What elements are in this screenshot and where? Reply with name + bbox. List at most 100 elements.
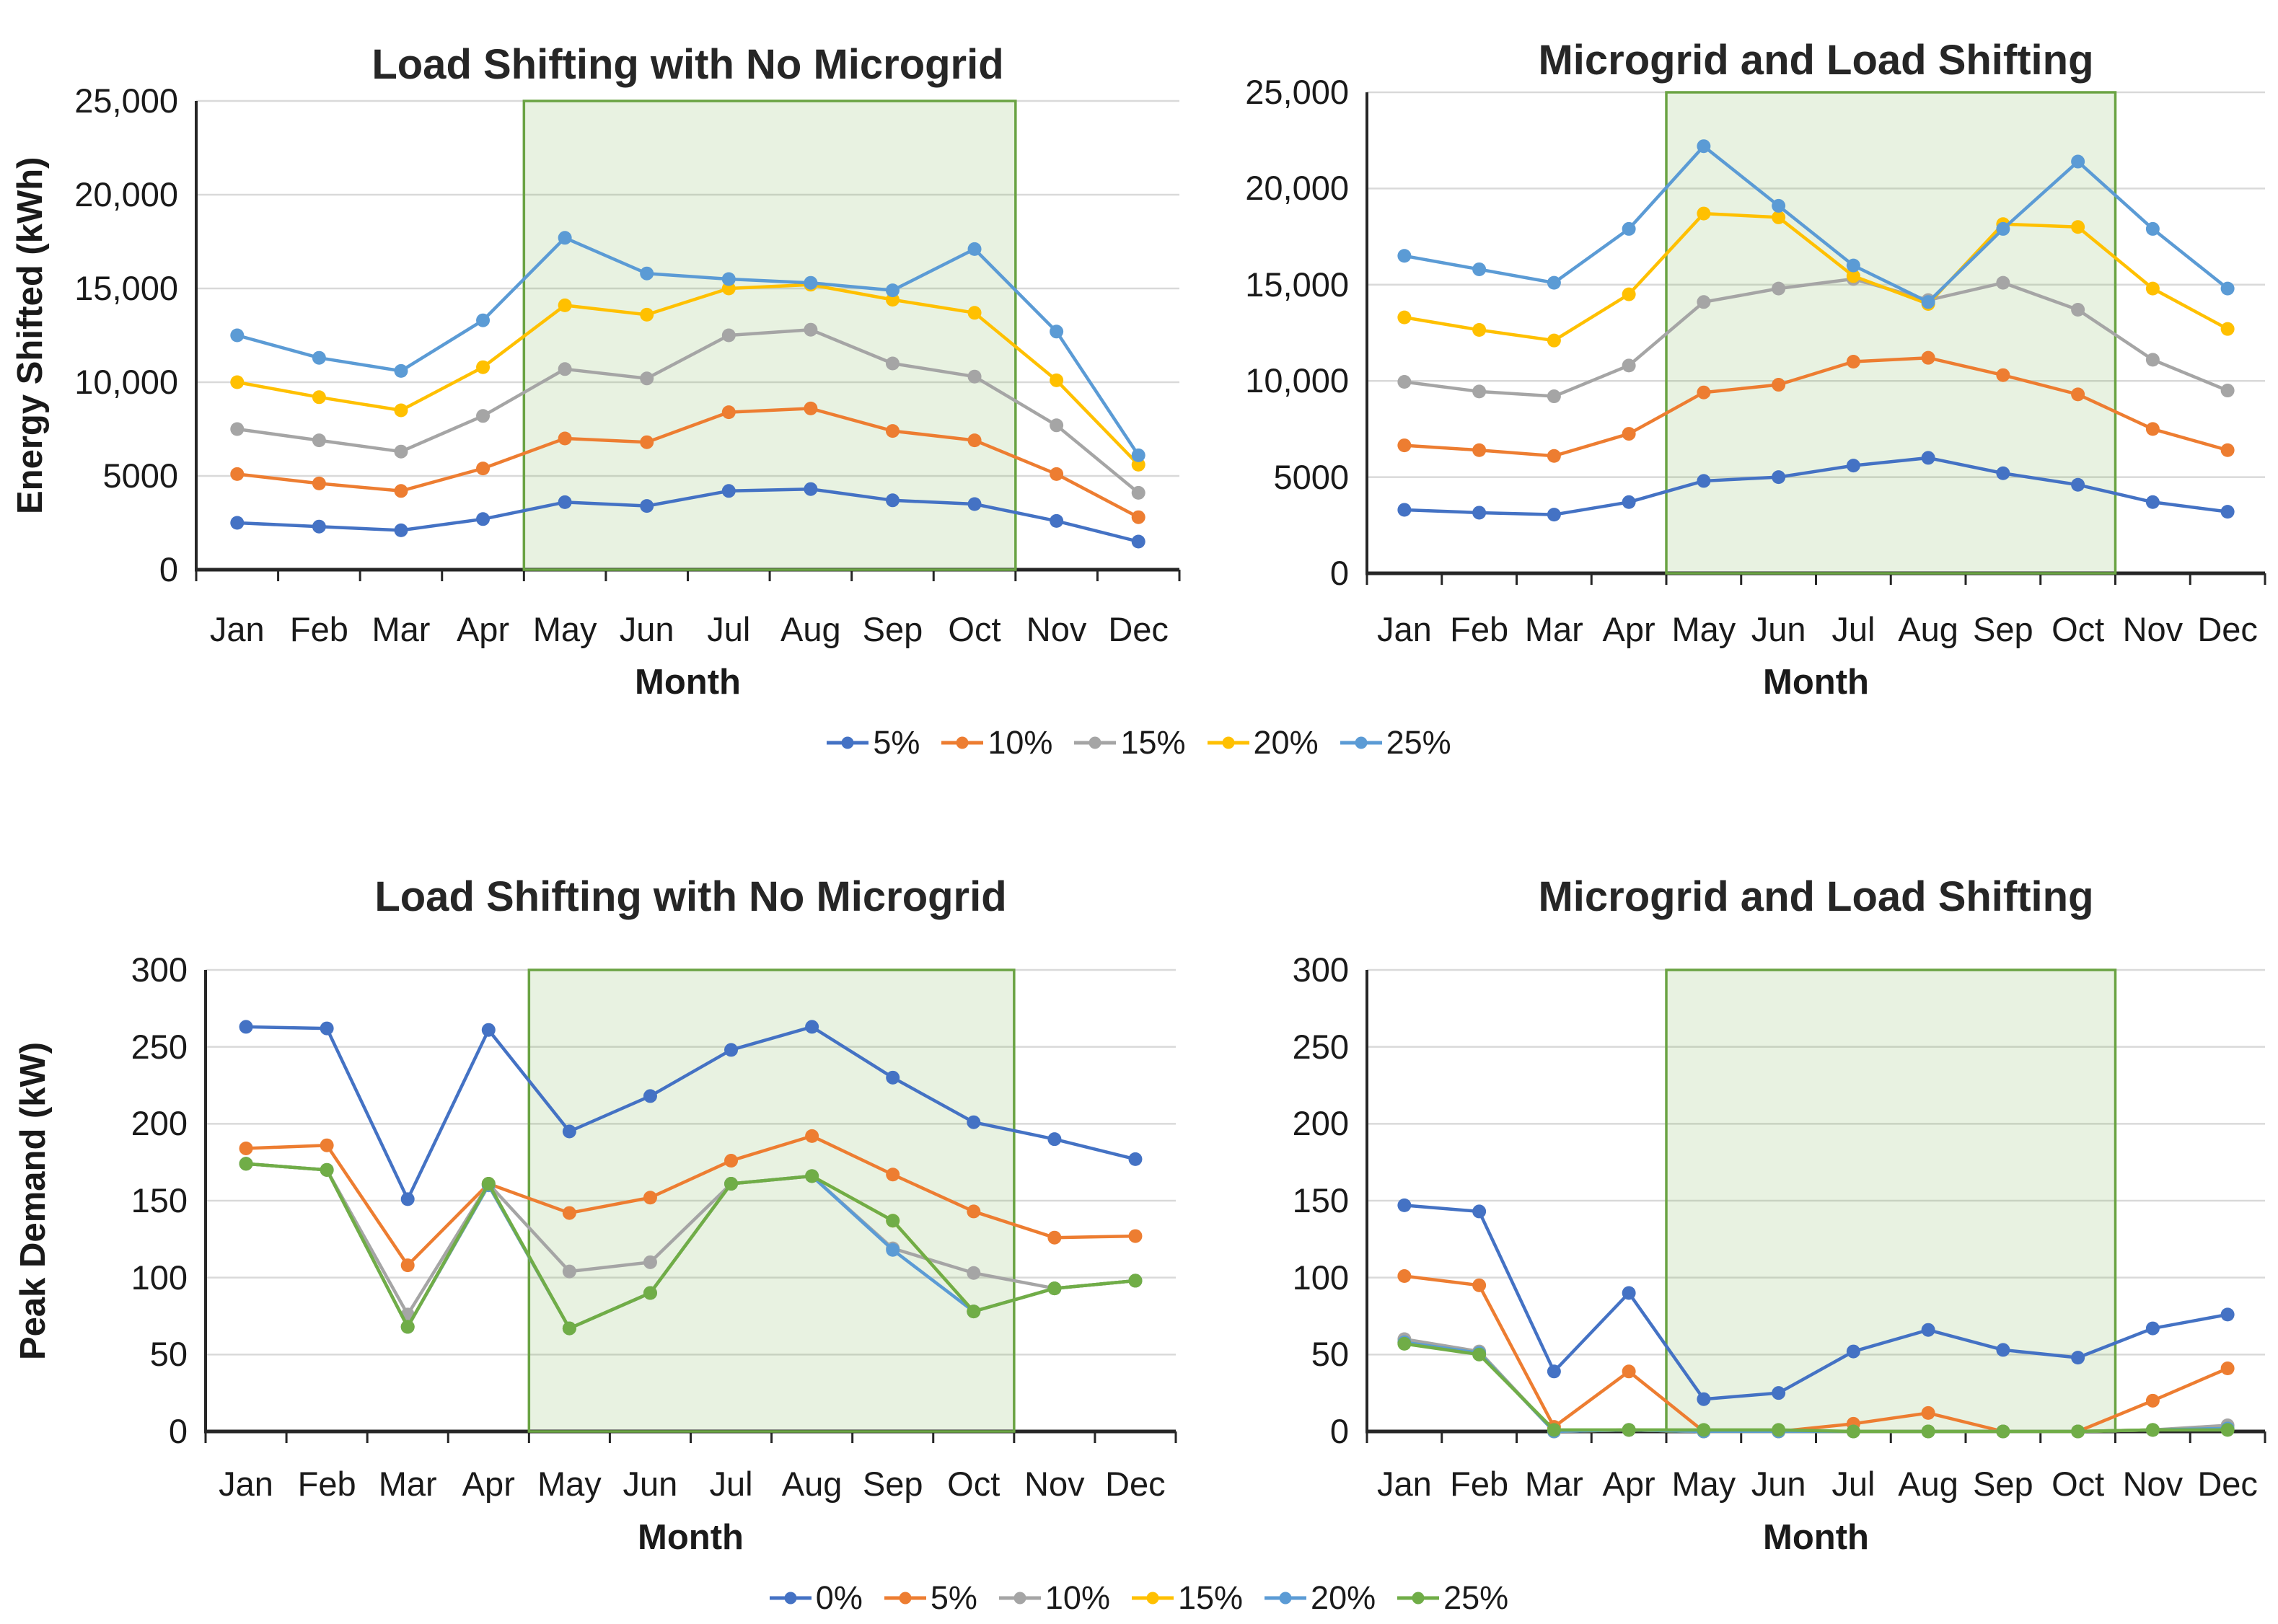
x-tick-label: Dec: [2197, 1465, 2258, 1503]
x-tick-label: Sep: [862, 1465, 923, 1503]
series-line-5%: [235, 487, 1140, 544]
series-markers-10%: [1397, 350, 2235, 463]
x-axis-ticks: [204, 1431, 1177, 1443]
legend-energy-charts: 5% 10% 15% 20% 25%: [0, 718, 2278, 768]
plot-area: [1366, 91, 2266, 585]
legend-line-marker-icon: [1340, 736, 1382, 749]
legend-line-marker-icon: [998, 1592, 1041, 1605]
legend-demand-charts: 0% 5% 10% 15% 20% 25%: [0, 1576, 2278, 1620]
legend-label: 20%: [1253, 724, 1319, 761]
series-line-15%: [1402, 277, 2230, 398]
series-line-5%: [244, 1134, 1138, 1267]
x-tick-label: Mar: [1524, 1465, 1583, 1503]
x-tick-label: Jan: [1376, 610, 1432, 648]
chart-title: Load Shifting with No Microgrid: [374, 873, 1007, 921]
x-tick-labels: Jan Feb Mar Apr May Jun Jul Aug Sep Oct Nov Dec: [206, 1464, 1176, 1504]
series-line-25%: [1402, 144, 2230, 304]
x-tick-label: Aug: [1898, 610, 1958, 648]
y-tick-label: 10,000: [1245, 361, 1349, 400]
x-tick-label: Dec: [1105, 1465, 1166, 1503]
x-tick-label: May: [537, 1465, 602, 1503]
x-tick-label: Jul: [709, 1465, 753, 1503]
x-axis-title: Month: [1763, 663, 1869, 702]
y-tick-label: 20,000: [1245, 169, 1349, 208]
x-tick-label: Jun: [619, 610, 674, 648]
x-tick-label: Nov: [1026, 610, 1087, 648]
x-tick-label: Jun: [1751, 1465, 1806, 1503]
legend-item-15%: 15%: [1074, 724, 1186, 762]
legend-label: 10%: [988, 724, 1053, 761]
legend-item-5%: 5%: [827, 724, 920, 762]
series-markers-5%: [230, 482, 1145, 549]
legend-line-marker-icon: [1397, 1592, 1440, 1605]
series-markers-10%: [230, 401, 1145, 524]
plot-area: [195, 100, 1181, 581]
x-tick-label: May: [532, 610, 597, 648]
y-tick-label: 0: [1329, 554, 1349, 592]
x-tick-label: Feb: [1450, 1465, 1509, 1503]
series-markers-25%: [239, 1157, 1143, 1336]
legend-line-marker-icon: [769, 1592, 812, 1605]
series-line-20%: [235, 283, 1140, 467]
series-line-20%: [1402, 211, 2230, 343]
series-line-15%: [235, 327, 1140, 495]
series-line-10%: [235, 407, 1140, 519]
legend-item-10%: 10%: [998, 1579, 1110, 1617]
x-tick-label: Mar: [371, 610, 431, 648]
y-axis-title: Energy Shifted (kWh): [11, 156, 50, 514]
x-tick-label: Feb: [289, 610, 348, 648]
y-axis-title: Peak Demand (kW): [14, 1041, 53, 1360]
x-tick-labels: Jan Feb Mar Apr May Jun Jul Aug Sep Oct Nov Dec: [1367, 609, 2265, 649]
x-tick-label: Jul: [1831, 1465, 1875, 1503]
x-tick-label: Aug: [780, 610, 841, 648]
chart-title: Microgrid and Load Shifting: [1538, 873, 2094, 921]
y-tick-label: 100: [1292, 1258, 1349, 1297]
legend-label: 25%: [1443, 1579, 1509, 1616]
x-tick-label: Aug: [781, 1465, 843, 1503]
series-line-0%: [1402, 1204, 2230, 1401]
series-line-5%: [1402, 456, 2230, 516]
legend-label: 0%: [815, 1579, 863, 1616]
legend-line-marker-icon: [1207, 736, 1249, 749]
legend-label: 10%: [1045, 1579, 1110, 1616]
legend-label: 25%: [1386, 724, 1451, 761]
legend-label: 5%: [930, 1579, 977, 1616]
x-axis-ticks: [1366, 1431, 2266, 1443]
legend-line-marker-icon: [941, 736, 984, 749]
legend-item-0%: 0%: [769, 1579, 863, 1617]
y-tick-label: 15,000: [1245, 265, 1349, 304]
x-tick-label: Jan: [1376, 1465, 1432, 1503]
legend-item-5%: 5%: [884, 1579, 977, 1617]
legend-label: 5%: [873, 724, 920, 761]
x-tick-label: Aug: [1898, 1465, 1958, 1503]
y-tick-label: 250: [1292, 1027, 1349, 1066]
series-markers-15%: [230, 322, 1145, 500]
x-tick-labels: Jan Feb Mar Apr May Jun Jul Aug Sep Oct Nov Dec: [1367, 1464, 2265, 1504]
x-tick-labels: Jan Feb Mar Apr May Jun Jul Aug Sep Oct Nov Dec: [196, 609, 1179, 649]
x-tick-label: Nov: [2122, 1465, 2184, 1503]
x-tick-label: Jul: [707, 610, 751, 648]
highlight-region-fill: [1666, 92, 2116, 573]
legend-label: 15%: [1120, 724, 1186, 761]
series-markers-5%: [1397, 451, 2235, 522]
x-tick-label: Sep: [862, 610, 923, 648]
x-tick-label: Apr: [462, 1465, 515, 1503]
legend-label: 15%: [1177, 1579, 1244, 1616]
series-line-25%: [244, 1162, 1138, 1330]
x-tick-label: Jul: [1831, 610, 1875, 648]
chart-title: Load Shifting with No Microgrid: [371, 41, 1004, 89]
series-markers-25%: [1397, 1336, 2235, 1439]
legend-item-25%: 25%: [1340, 724, 1451, 762]
x-tick-label: Apr: [1602, 610, 1655, 648]
legend-label: 20%: [1311, 1579, 1376, 1616]
x-tick-label: Sep: [1973, 1465, 2033, 1503]
series-line-25%: [235, 236, 1140, 457]
legend-line-marker-icon: [1265, 1592, 1307, 1605]
x-axis-ticks: [1366, 573, 2266, 585]
series-line-0%: [244, 1025, 1138, 1201]
x-axis-ticks: [195, 570, 1181, 581]
x-tick-label: Feb: [1450, 610, 1509, 648]
x-tick-label: Oct: [948, 610, 1001, 648]
legend-line-marker-icon: [884, 1592, 926, 1605]
plot-area: [1366, 968, 2266, 1443]
